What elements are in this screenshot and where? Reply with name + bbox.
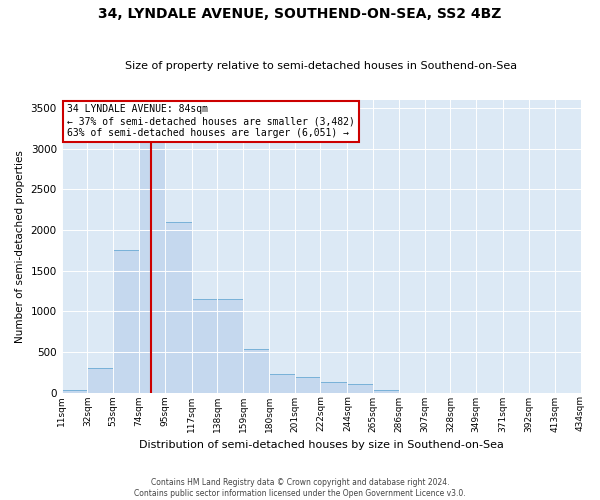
Bar [139, 116, 164, 392]
Bar [113, 250, 139, 392]
Text: 34, LYNDALE AVENUE, SOUTHEND-ON-SEA, SS2 4BZ: 34, LYNDALE AVENUE, SOUTHEND-ON-SEA, SS2… [98, 8, 502, 22]
Bar [243, 350, 269, 393]
Bar [269, 374, 295, 392]
Bar [347, 384, 373, 392]
Bar [88, 368, 113, 392]
Bar [217, 299, 243, 392]
X-axis label: Distribution of semi-detached houses by size in Southend-on-Sea: Distribution of semi-detached houses by … [139, 440, 503, 450]
Bar [191, 299, 217, 392]
Bar [373, 390, 399, 392]
Text: Contains HM Land Registry data © Crown copyright and database right 2024.
Contai: Contains HM Land Registry data © Crown c… [134, 478, 466, 498]
Bar [320, 382, 347, 392]
Text: 34 LYNDALE AVENUE: 84sqm
← 37% of semi-detached houses are smaller (3,482)
63% o: 34 LYNDALE AVENUE: 84sqm ← 37% of semi-d… [67, 104, 355, 138]
Bar [164, 222, 191, 392]
Bar [295, 376, 320, 392]
Bar [62, 390, 88, 392]
Y-axis label: Number of semi-detached properties: Number of semi-detached properties [15, 150, 25, 342]
Title: Size of property relative to semi-detached houses in Southend-on-Sea: Size of property relative to semi-detach… [125, 62, 517, 72]
